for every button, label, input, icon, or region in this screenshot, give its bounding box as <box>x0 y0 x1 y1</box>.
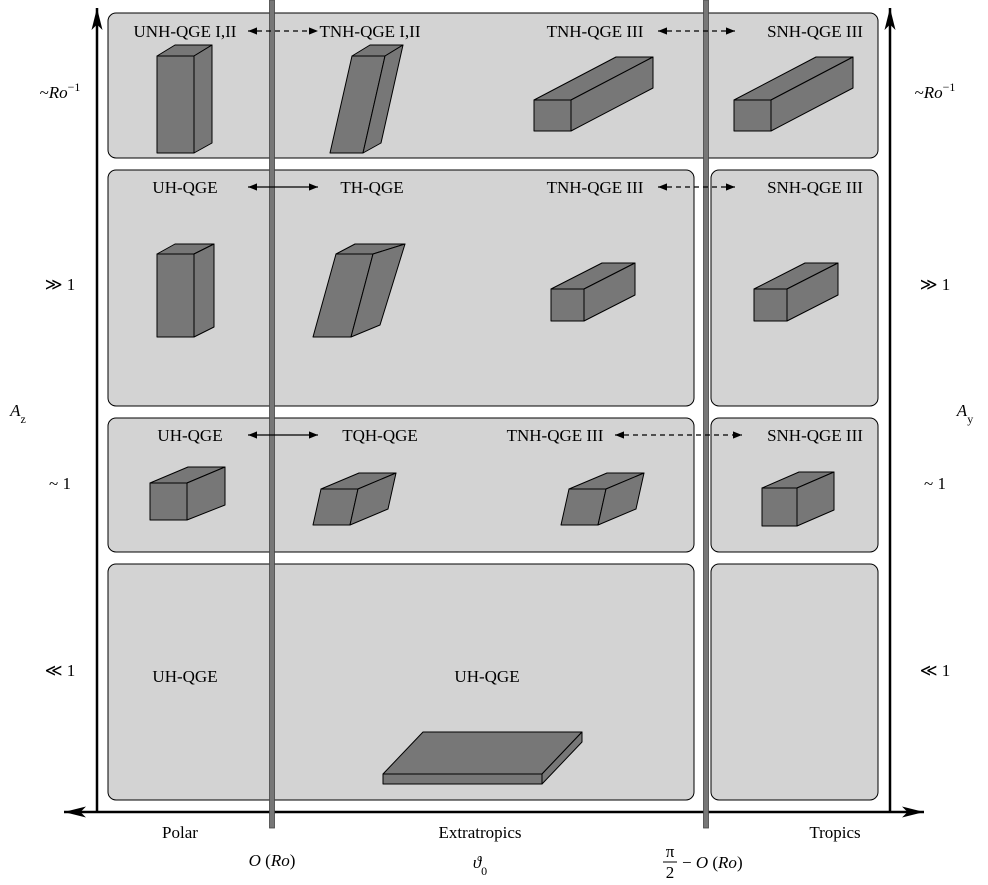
cuboid-face <box>194 244 214 337</box>
level-superscript: −1 <box>68 80 81 94</box>
regime-label: SNH-QGE III <box>767 426 863 445</box>
level-prefix: ~ <box>915 83 924 102</box>
right-axis-title: Ay <box>956 401 973 426</box>
fraction-denominator: 2 <box>666 863 675 882</box>
regime-label: UH-QGE <box>454 667 519 686</box>
regime-label: UNH-QGE I,II <box>134 22 237 41</box>
regime-label: SNH-QGE III <box>767 22 863 41</box>
polar-boundary-bar <box>270 0 275 828</box>
regime-label: TH-QGE <box>340 178 403 197</box>
regime-label: UH-QGE <box>157 426 222 445</box>
regime-label: TNH-QGE I,II <box>319 22 420 41</box>
cuboid-face <box>534 100 571 131</box>
level-superscript: −1 <box>943 80 956 94</box>
level-label: ~ 1 <box>49 474 71 493</box>
cuboid-face <box>157 254 194 337</box>
region-label: Extratropics <box>438 823 521 842</box>
regime-label: UH-QGE <box>152 178 217 197</box>
cuboid-face <box>150 483 187 520</box>
slab-face <box>383 774 542 784</box>
region-label: Polar <box>162 823 198 842</box>
level-prefix: ~ <box>40 83 49 102</box>
level-label: ~Ro−1 <box>40 80 81 102</box>
region-label: Tropics <box>809 823 860 842</box>
level-symbol: Ro <box>48 83 68 102</box>
regime-diagram: Az Ay Polar Extratropics Tropics O (Ro) … <box>0 0 988 885</box>
latitude-label: − O (Ro) <box>682 853 743 872</box>
page: Az Ay Polar Extratropics Tropics O (Ro) … <box>0 0 988 885</box>
level-label: ~Ro−1 <box>915 80 956 102</box>
cuboid-face <box>194 45 212 153</box>
regime-label: TNH-QGE III <box>507 426 604 445</box>
regime-label: TNH-QGE III <box>547 22 644 41</box>
cuboid-face <box>734 100 771 131</box>
latitude-label: O (Ro) <box>249 851 296 870</box>
cuboid-face <box>157 56 194 153</box>
fraction-numerator: π <box>666 842 675 861</box>
cuboid-face <box>754 289 787 321</box>
latitude-label: ϑ0 <box>473 853 487 878</box>
regime-label: TNH-QGE III <box>547 178 644 197</box>
level-label: ≫ 1 <box>45 275 76 294</box>
regime-label: SNH-QGE III <box>767 178 863 197</box>
level-symbol: Ro <box>923 83 943 102</box>
level-label: ~ 1 <box>924 474 946 493</box>
level-label: ≪ 1 <box>45 661 76 680</box>
level-label: ≪ 1 <box>920 661 951 680</box>
left-axis-title: Az <box>9 401 26 426</box>
cuboid-face <box>762 488 797 526</box>
cuboid-face <box>551 289 584 321</box>
tropical-boundary-bar <box>704 0 709 828</box>
level-label: ≫ 1 <box>920 275 951 294</box>
regime-label: TQH-QGE <box>342 426 418 445</box>
regime-label: UH-QGE <box>152 667 217 686</box>
row-box <box>711 564 878 800</box>
